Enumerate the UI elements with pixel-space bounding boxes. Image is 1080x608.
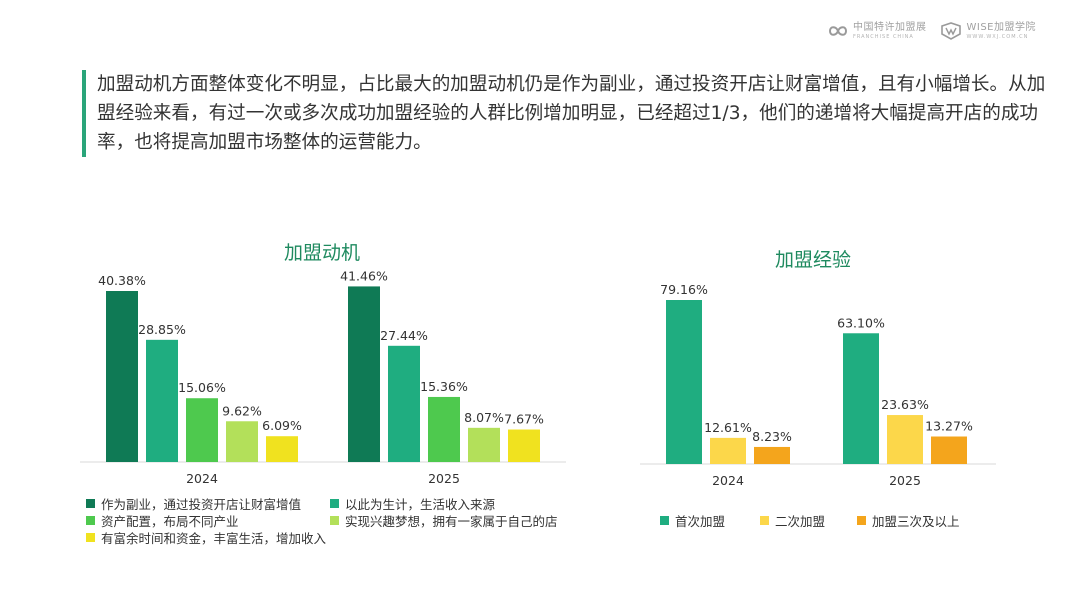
legend-item-side-business: 作为副业，通过投资开店让财富增值 — [86, 494, 301, 513]
wise-academy-logo-subtext: WWW.WXJ.COM.CN — [966, 33, 1029, 40]
bar-value-label: 15.36% — [420, 379, 468, 394]
intro-paragraph: 加盟动机方面整体变化不明显，占比最大的加盟动机仍是作为副业，通过投资开店让财富增… — [82, 70, 1052, 157]
bar — [266, 436, 298, 462]
bar — [843, 333, 879, 464]
motivation-chart-title: 加盟动机 — [283, 242, 361, 264]
x-tick-label: 2025 — [428, 471, 460, 486]
legend-item-spare-time: 有富余时间和资金，丰富生活，增加收入 — [86, 528, 326, 547]
legend-swatch — [86, 516, 95, 525]
bar-value-label: 9.62% — [222, 403, 262, 418]
legend-item-asset-allocation: 资产配置，布局不同产业 — [86, 511, 239, 530]
bar-value-label: 40.38% — [98, 273, 146, 288]
bar — [710, 437, 746, 464]
x-tick-label: 2024 — [712, 473, 744, 488]
legend-label: 二次加盟 — [775, 514, 826, 529]
legend-swatch — [857, 516, 866, 525]
franchise-china-logo-text: 中国特许加盟展 — [852, 21, 927, 33]
bar-value-label: 6.09% — [262, 418, 302, 433]
legend-swatch — [330, 516, 339, 525]
legend-item-third-plus: 加盟三次及以上 — [857, 511, 960, 530]
bar-value-label: 13.27% — [925, 419, 973, 434]
bar — [146, 339, 178, 462]
bar — [754, 446, 790, 464]
bar — [428, 396, 460, 462]
legend-label: 加盟三次及以上 — [872, 514, 960, 529]
legend-swatch — [330, 499, 339, 508]
brand-logos: 中国特许加盟展 FRANCHISE CHINA WISE加盟学院 WWW.WXJ… — [827, 22, 1036, 40]
bar — [226, 421, 258, 462]
bar — [348, 286, 380, 462]
legend-item-second: 二次加盟 — [760, 511, 825, 530]
legend-swatch — [86, 533, 95, 542]
legend-swatch — [760, 516, 769, 525]
legend-swatch — [660, 516, 669, 525]
motivation-chart: 40.38% 28.85% 15.06% 9.62%6.09% 2024 41.46% 27… — [80, 268, 566, 486]
bar — [887, 415, 923, 464]
legend-label: 实现兴趣梦想，拥有一家属于自己的店 — [345, 514, 558, 529]
experience-chart: 79.16% 12.61%8.23% 2024 63.10% 23.63% 13.27% 2… — [640, 282, 996, 488]
bar-value-label: 8.23% — [752, 429, 792, 444]
legend-item-livelihood: 以此为生计，生活收入来源 — [330, 494, 495, 513]
legend-label: 首次加盟 — [675, 514, 726, 529]
bar-value-label: 63.10% — [837, 315, 885, 330]
bar — [931, 436, 967, 464]
legend-label: 有富余时间和资金，丰富生活，增加收入 — [101, 531, 327, 546]
wise-academy-logo: WISE加盟学院 WWW.WXJ.COM.CN — [940, 22, 1036, 40]
legend-label: 作为副业，通过投资开店让财富增值 — [101, 497, 302, 512]
bar-value-label: 8.07% — [464, 410, 504, 425]
x-tick-label: 2025 — [889, 473, 921, 488]
bar-value-label: 15.06% — [178, 380, 226, 395]
bar — [468, 427, 500, 462]
bar-value-label: 7.67% — [504, 412, 544, 427]
legend-item-dream: 实现兴趣梦想，拥有一家属于自己的店 — [330, 511, 558, 530]
legend-label: 以此为生计，生活收入来源 — [345, 497, 496, 512]
bar — [186, 398, 218, 462]
experience-chart-title: 加盟经验 — [774, 249, 852, 271]
franchise-china-logo: 中国特许加盟展 FRANCHISE CHINA — [827, 22, 927, 40]
bar-value-label: 41.46% — [340, 268, 388, 283]
bar — [388, 345, 420, 462]
franchise-china-logo-icon — [828, 26, 847, 36]
bar — [106, 291, 138, 462]
wise-academy-logo-text: WISE加盟学院 — [966, 21, 1036, 33]
x-tick-label: 2024 — [186, 471, 218, 486]
legend-swatch — [86, 499, 95, 508]
bar-value-label: 12.61% — [704, 420, 752, 435]
wise-academy-logo-icon — [941, 22, 962, 40]
franchise-china-logo-subtext: FRANCHISE CHINA — [852, 33, 914, 40]
legend-item-first: 首次加盟 — [660, 511, 725, 530]
bar — [666, 300, 702, 464]
bar-value-label: 23.63% — [881, 397, 929, 412]
bar — [508, 429, 540, 462]
bar-value-label: 27.44% — [380, 328, 428, 343]
bar-value-label: 28.85% — [138, 322, 186, 337]
bar-value-label: 79.16% — [660, 282, 708, 297]
legend-label: 资产配置，布局不同产业 — [101, 514, 239, 529]
